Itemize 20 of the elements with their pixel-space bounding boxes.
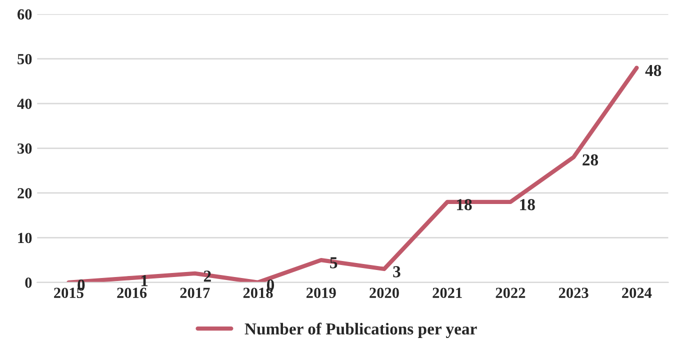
y-tick-label: 30 [18,143,32,154]
x-tick-label: 2022 [496,288,526,298]
y-tick-label: 20 [18,188,32,198]
x-tick-label: 2024 [622,288,652,298]
x-tick-label: 2017 [180,288,210,298]
y-tick-label: 10 [18,232,32,244]
data-label: 18 [520,199,535,210]
y-tick-label: 0 [25,278,32,288]
x-tick-label: 2016 [117,288,147,298]
x-tick-label: 2019 [306,288,336,298]
y-tick-label: 40 [17,98,32,109]
legend-label: Number of Publications per year [244,322,477,338]
y-tick-label: 60 [18,9,32,20]
x-tick-label: 2020 [370,288,399,298]
data-label: 28 [582,154,598,166]
x-tick-label: 2023 [558,288,588,298]
y-tick-label: 50 [18,54,32,64]
data-label: 48 [645,64,662,76]
data-label: 3 [393,266,400,278]
x-tick-label: 2021 [432,288,462,298]
